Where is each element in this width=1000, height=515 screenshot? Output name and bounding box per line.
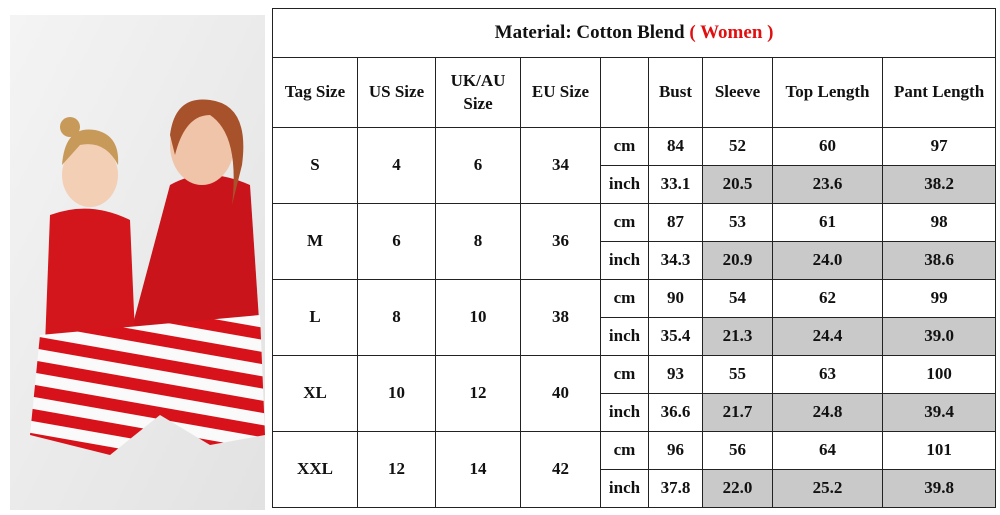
inch-cell: 22.0 (702, 469, 773, 508)
inch-row: inch 35.4 21.3 24.4 39.0 (273, 317, 997, 356)
header-row: Tag Size US Size UK/AU Size EU Size Bust Slee… (272, 57, 997, 128)
cm-cell: 87 (648, 203, 703, 242)
cm-cell: 84 (648, 127, 703, 166)
unit-cell: cm (600, 279, 649, 318)
eu-cell: 38 (520, 279, 601, 356)
cm-row: M 6 8 36 cm 87 53 61 98 (272, 203, 997, 280)
cm-cell: 93 (648, 355, 703, 394)
eu-cell: 36 (520, 203, 601, 280)
cm-row: L 8 10 38 cm 90 54 62 99 (272, 279, 997, 356)
cm-cell: 53 (702, 203, 773, 242)
tag-cell: L (272, 279, 358, 356)
cm-cell: 56 (702, 431, 773, 470)
unit-cell: inch (600, 469, 649, 508)
cm-cell: 101 (881, 431, 997, 470)
inch-cell: 21.7 (702, 393, 773, 432)
header-cell: Bust (648, 57, 703, 128)
inch-cell: 37.8 (648, 469, 703, 508)
unit-cell: inch (600, 317, 649, 356)
unit-cell: inch (600, 393, 649, 432)
cm-cell: 99 (881, 279, 997, 318)
title: Material: Cotton Blend (494, 21, 685, 43)
cm-cell: 98 (881, 203, 997, 242)
inch-cell: 24.8 (772, 393, 883, 432)
cm-cell: 97 (881, 127, 997, 166)
cm-cell: 61 (772, 203, 883, 242)
cm-row: XL 10 12 40 cm 93 55 63 100 (272, 355, 997, 432)
cm-cell: 90 (648, 279, 703, 318)
header-cell: Top Length (772, 57, 883, 128)
eu-cell: 42 (520, 431, 601, 508)
inch-cell: 39.4 (881, 393, 997, 432)
cm-cell: 62 (772, 279, 883, 318)
tag-cell: XL (272, 355, 358, 432)
cm-cell: 52 (702, 127, 773, 166)
title-highlight: ( Women ) (689, 21, 774, 43)
inch-cell: 24.4 (772, 317, 883, 356)
inch-cell: 24.0 (772, 241, 883, 280)
product-photo (10, 15, 265, 510)
inch-cell: 21.3 (702, 317, 773, 356)
inch-cell: 38.6 (881, 241, 997, 280)
cm-cell: 96 (648, 431, 703, 470)
uk-cell: 12 (435, 355, 521, 432)
cm-cell: 55 (702, 355, 773, 394)
inch-cell: 33.1 (648, 165, 703, 204)
blank-header (600, 57, 649, 128)
uk-cell: 8 (435, 203, 521, 280)
eu-cell: 40 (520, 355, 601, 432)
unit-cell: inch (600, 241, 649, 280)
inch-cell: 25.2 (772, 469, 883, 508)
tag-cell: M (272, 203, 358, 280)
header-cell: Pant Length (881, 57, 997, 128)
cm-row: S 4 6 34 cm 84 52 60 97 (272, 127, 997, 204)
unit-cell: inch (600, 165, 649, 204)
inch-cell: 20.9 (702, 241, 773, 280)
inch-cell: 34.3 (648, 241, 703, 280)
cm-cell: 64 (772, 431, 883, 470)
header-cell: US Size (357, 57, 436, 128)
inch-cell: 39.8 (881, 469, 997, 508)
inch-cell: 38.2 (881, 165, 997, 204)
uk-cell: 10 (435, 279, 521, 356)
unit-cell: cm (600, 431, 649, 470)
us-cell: 4 (357, 127, 436, 204)
header-cell: UK/AU Size (435, 57, 521, 128)
unit-cell: cm (600, 203, 649, 242)
us-cell: 10 (357, 355, 436, 432)
cm-row: XXL 12 14 42 cm 96 56 64 101 (272, 431, 997, 508)
inch-cell: 20.5 (702, 165, 773, 204)
header-cell: EU Size (520, 57, 601, 128)
cm-cell: 60 (772, 127, 883, 166)
unit-cell: cm (600, 355, 649, 394)
eu-cell: 34 (520, 127, 601, 204)
uk-cell: 14 (435, 431, 521, 508)
us-cell: 6 (357, 203, 436, 280)
cm-cell: 100 (881, 355, 997, 394)
unit-cell: cm (600, 127, 649, 166)
inch-cell: 35.4 (648, 317, 703, 356)
inch-row: inch 33.1 20.5 23.6 38.2 (273, 165, 997, 204)
cm-cell: 54 (702, 279, 773, 318)
inch-row: inch 37.8 22.0 25.2 39.8 (273, 469, 997, 508)
inch-cell: 36.6 (648, 393, 703, 432)
inch-cell: 23.6 (772, 165, 883, 204)
title-cell: Material: Cotton Blend ( Women ) (271, 8, 997, 58)
title-row: Material: Cotton Blend ( Women ) (271, 8, 997, 58)
table-body: Material: Cotton Blend ( Women ) Tag Siz… (271, 8, 997, 508)
us-cell: 8 (357, 279, 436, 356)
header-cell: Tag Size (272, 57, 358, 128)
header-cell: Sleeve (702, 57, 773, 128)
tag-cell: S (272, 127, 358, 204)
inch-row: inch 36.6 21.7 24.8 39.4 (273, 393, 997, 432)
inch-cell: 39.0 (881, 317, 997, 356)
us-cell: 12 (357, 431, 436, 508)
uk-cell: 6 (435, 127, 521, 204)
tag-cell: XXL (272, 431, 358, 508)
cm-cell: 63 (772, 355, 883, 394)
size-table: Material: Cotton Blend ( Women ) Tag Siz… (271, 8, 997, 508)
